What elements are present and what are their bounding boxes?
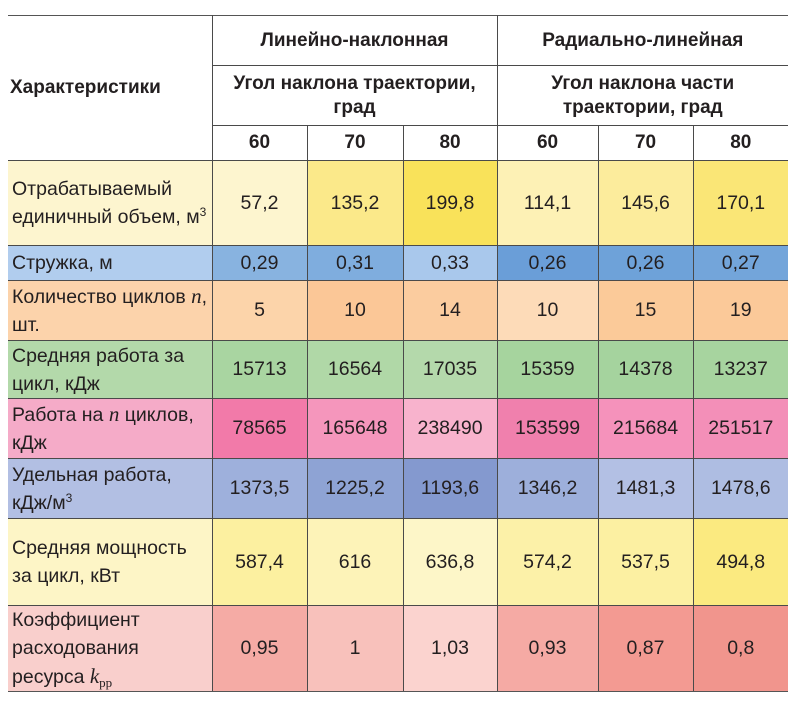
cell: 1,03	[402, 605, 498, 692]
cell: 0,31	[306, 245, 404, 281]
cell: 0,93	[496, 605, 599, 692]
row-label: Стружка, м	[8, 245, 213, 281]
cell: 170,1	[692, 160, 789, 246]
cell: 5	[211, 280, 308, 341]
cell: 1481,3	[597, 458, 694, 519]
cell: 15359	[496, 340, 599, 399]
header-subheader-radial: Угол наклона части траектории, град	[496, 65, 789, 126]
row-label: Средняя работа за цикл, кДж	[8, 340, 213, 399]
cell: 135,2	[306, 160, 404, 246]
row-label: Отрабатываемый единичный объем, м3	[8, 160, 213, 246]
table-row: Стружка, м 0,29 0,31 0,33 0,26 0,26 0,27	[8, 245, 789, 281]
cell: 0,27	[692, 245, 789, 281]
header-group-radial-linear: Радиально-линейная	[496, 15, 789, 66]
cell: 199,8	[402, 160, 498, 246]
row-label: Работа на n циклов, кДж	[8, 398, 213, 459]
header-angle: 70	[306, 125, 404, 161]
cell: 537,5	[597, 518, 694, 606]
cell: 251517	[692, 398, 789, 459]
cell: 0,26	[496, 245, 599, 281]
cell: 1373,5	[211, 458, 308, 519]
cell: 1478,6	[692, 458, 789, 519]
cell: 1225,2	[306, 458, 404, 519]
table-row: Удельная работа, кДж/м3 1373,5 1225,2 11…	[8, 458, 789, 519]
cell: 0,26	[597, 245, 694, 281]
table-row: Средняя мощность за цикл, кВт 587,4 616 …	[8, 518, 789, 606]
cell: 153599	[496, 398, 599, 459]
row-label: Удельная работа, кДж/м3	[8, 458, 213, 519]
cell: 1193,6	[402, 458, 498, 519]
cell: 10	[496, 280, 599, 341]
cell: 0,8	[692, 605, 789, 692]
cell: 17035	[402, 340, 498, 399]
cell: 587,4	[211, 518, 308, 606]
header-characteristics: Характеристики	[8, 15, 213, 161]
cell: 14	[402, 280, 498, 341]
cell: 165648	[306, 398, 404, 459]
cell: 16564	[306, 340, 404, 399]
table-row: Работа на n циклов, кДж 78565 165648 238…	[8, 398, 789, 459]
cell: 0,87	[597, 605, 694, 692]
row-label: Количество циклов n, шт.	[8, 280, 213, 341]
header-angle: 70	[597, 125, 694, 161]
table-row: Отрабатываемый единичный объем, м3 57,2 …	[8, 160, 789, 246]
cell: 616	[306, 518, 404, 606]
row-label: Средняя мощность за цикл, кВт	[8, 518, 213, 606]
table-row: Средняя работа за цикл, кДж 15713 16564 …	[8, 340, 789, 399]
cell: 0,29	[211, 245, 308, 281]
header-group-linear-inclined: Линейно-наклонная	[211, 15, 498, 66]
cell: 238490	[402, 398, 498, 459]
table-row: Коэффициент расходования ресурса kрр 0,9…	[8, 605, 789, 692]
header-angle: 80	[402, 125, 498, 161]
data-table: Характеристики Линейно-наклонная Радиаль…	[8, 15, 789, 692]
row-label: Коэффициент расходования ресурса kрр	[8, 605, 213, 692]
cell: 13237	[692, 340, 789, 399]
cell: 114,1	[496, 160, 599, 246]
cell: 19	[692, 280, 789, 341]
cell: 78565	[211, 398, 308, 459]
header-angle: 80	[692, 125, 789, 161]
header-angle: 60	[211, 125, 308, 161]
cell: 15	[597, 280, 694, 341]
cell: 574,2	[496, 518, 599, 606]
cell: 10	[306, 280, 404, 341]
cell: 15713	[211, 340, 308, 399]
cell: 14378	[597, 340, 694, 399]
header-angle: 60	[496, 125, 599, 161]
cell: 57,2	[211, 160, 308, 246]
cell: 1346,2	[496, 458, 599, 519]
table-row: Количество циклов n, шт. 5 10 14 10 15 1…	[8, 280, 789, 341]
header-subheader-linear: Угол наклона траектории, град	[211, 65, 498, 126]
cell: 145,6	[597, 160, 694, 246]
cell: 494,8	[692, 518, 789, 606]
cell: 1	[306, 605, 404, 692]
cell: 0,33	[402, 245, 498, 281]
cell: 215684	[597, 398, 694, 459]
cell: 636,8	[402, 518, 498, 606]
cell: 0,95	[211, 605, 308, 692]
